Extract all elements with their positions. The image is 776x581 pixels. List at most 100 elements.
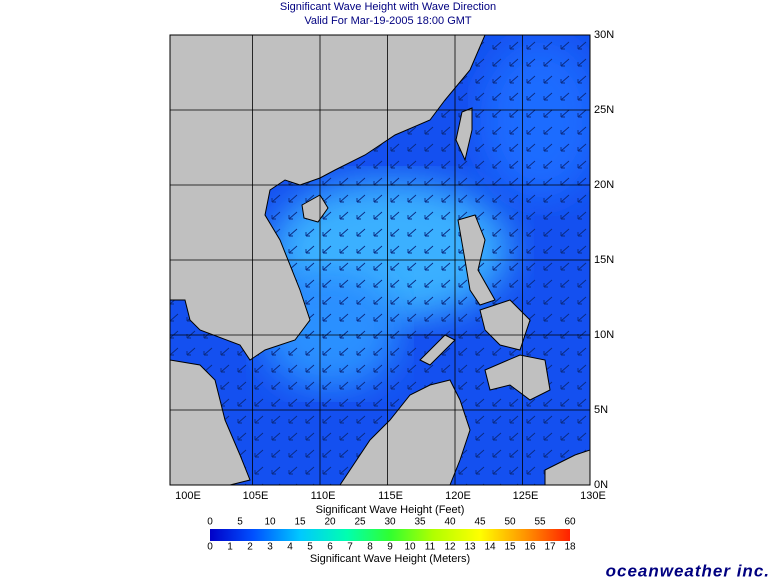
wave-arrow	[560, 296, 570, 305]
wave-arrow	[322, 245, 332, 254]
wave-arrow	[475, 109, 485, 118]
wave-arrow	[390, 313, 400, 322]
meter-tick: 0	[207, 542, 213, 553]
wave-arrow	[577, 58, 587, 67]
wave-arrow	[492, 347, 502, 356]
wave-arrow	[492, 398, 502, 407]
wave-arrow	[458, 296, 468, 305]
wave-arrow	[509, 41, 519, 50]
wave-arrow	[577, 296, 587, 305]
lat-label: 15N	[594, 254, 614, 266]
wave-arrow	[441, 160, 451, 169]
wave-arrow	[356, 296, 366, 305]
wave-arrow	[509, 432, 519, 441]
wave-arrow	[305, 398, 315, 407]
wave-arrow	[339, 296, 349, 305]
wave-arrow	[322, 228, 332, 237]
wave-arrow	[373, 296, 383, 305]
wave-arrow	[373, 381, 383, 390]
wave-arrow	[526, 347, 536, 356]
feet-tick: 60	[564, 517, 576, 528]
feet-tick: 20	[324, 517, 336, 528]
wave-arrow	[458, 381, 468, 390]
wave-arrow	[560, 313, 570, 322]
wave-arrow	[356, 381, 366, 390]
wave-arrow	[288, 449, 298, 458]
wave-arrow	[390, 211, 400, 220]
wave-arrow	[373, 160, 383, 169]
wave-arrow	[475, 347, 485, 356]
wave-arrow	[509, 160, 519, 169]
wave-arrow	[560, 398, 570, 407]
wave-arrow	[509, 245, 519, 254]
meter-tick: 3	[267, 542, 273, 553]
wave-arrow	[543, 228, 553, 237]
land-sulawesi	[544, 449, 590, 485]
wave-arrow	[458, 313, 468, 322]
wave-arrow	[322, 313, 332, 322]
wave-arrow	[492, 41, 502, 50]
wave-arrow	[475, 449, 485, 458]
wave-arrow	[458, 279, 468, 288]
feet-tick: 40	[444, 517, 456, 528]
wave-arrow	[322, 415, 332, 424]
wave-arrow	[441, 228, 451, 237]
wave-arrow	[475, 194, 485, 203]
wave-arrow	[441, 194, 451, 203]
land-taiwan	[455, 107, 473, 162]
wave-arrow	[339, 449, 349, 458]
ocean-shade	[480, 40, 590, 200]
wave-arrow	[492, 194, 502, 203]
wave-arrow	[441, 126, 451, 135]
wave-arrow	[390, 398, 400, 407]
wave-arrow	[237, 364, 247, 373]
land-malay	[170, 359, 251, 485]
wave-arrow	[390, 245, 400, 254]
wave-arrow	[526, 194, 536, 203]
wave-arrow	[305, 449, 315, 458]
wave-arrow	[492, 228, 502, 237]
wave-arrow	[424, 211, 434, 220]
meter-tick: 8	[367, 542, 373, 553]
wave-arrow	[407, 313, 417, 322]
wave-arrow	[288, 381, 298, 390]
wave-arrow	[424, 126, 434, 135]
wave-arrow	[475, 160, 485, 169]
wave-arrow	[271, 432, 281, 441]
wave-arrow	[560, 228, 570, 237]
wave-arrow	[577, 432, 587, 441]
wave-arrow	[526, 41, 536, 50]
wave-arrow	[305, 381, 315, 390]
wave-arrow	[509, 194, 519, 203]
wave-arrow	[560, 41, 570, 50]
wave-arrow	[560, 75, 570, 84]
wave-arrow	[339, 211, 349, 220]
wave-arrow	[373, 262, 383, 271]
feet-tick: 15	[294, 517, 306, 528]
wave-arrow	[577, 262, 587, 271]
wave-arrow	[271, 347, 281, 356]
wave-arrow	[322, 398, 332, 407]
lon-label: 100E	[175, 490, 201, 502]
wave-arrow	[305, 415, 315, 424]
wave-arrow	[373, 415, 383, 424]
wave-arrow	[339, 432, 349, 441]
wave-arrow	[526, 211, 536, 220]
lon-label: 130E	[580, 490, 606, 502]
wave-arrow	[390, 347, 400, 356]
wave-arrow	[441, 262, 451, 271]
meter-tick: 12	[444, 542, 456, 553]
wave-arrow	[271, 449, 281, 458]
wave-arrow	[441, 313, 451, 322]
meter-tick: 10	[404, 542, 416, 553]
wave-arrow	[322, 449, 332, 458]
lon-label: 110E	[311, 490, 336, 502]
wave-arrow	[526, 432, 536, 441]
wave-arrow	[560, 160, 570, 169]
meter-tick: 4	[287, 542, 293, 553]
wave-arrow	[356, 211, 366, 220]
wave-arrow	[220, 347, 230, 356]
wave-arrow	[526, 449, 536, 458]
wave-arrow	[305, 245, 315, 254]
wave-arrow	[475, 364, 485, 373]
